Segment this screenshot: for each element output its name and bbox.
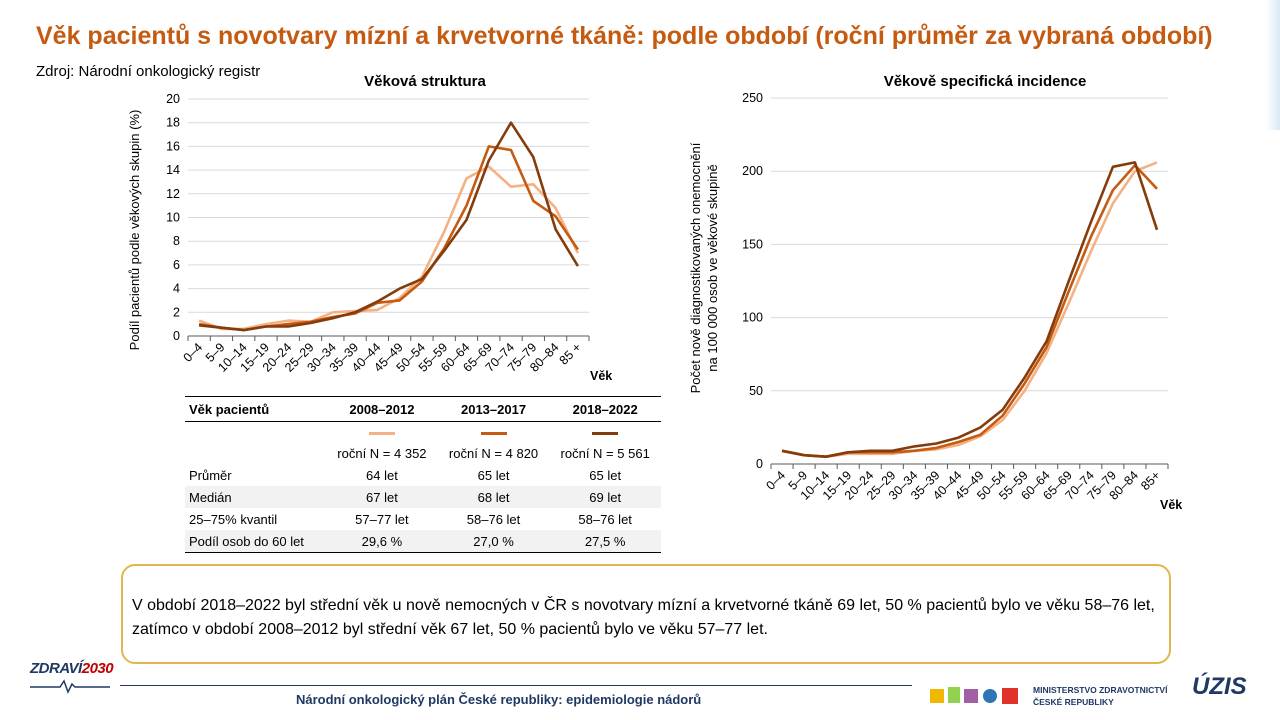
table-row: Medián 67 let 68 let 69 let — [185, 486, 661, 508]
table-n-cell: roční N = 4 820 — [448, 445, 539, 461]
y-tick-label: 16 — [166, 139, 180, 153]
pulse-line-icon — [30, 679, 110, 694]
y-tick-label: 100 — [742, 311, 763, 325]
footer-divider — [120, 685, 912, 686]
table-cell: 58–76 let — [578, 511, 632, 527]
table-legend-row — [185, 422, 661, 443]
table-cell: 27,5 % — [549, 530, 661, 553]
table-row: Průměr 64 let 65 let 65 let — [185, 464, 661, 486]
footer-text: Národní onkologický plán České republiky… — [296, 692, 702, 707]
ministry-logo-text: MINISTERSTVO ZDRAVOTNICTVÍ ČESKÉ REPUBLI… — [1033, 685, 1168, 707]
table-cell: 69 let — [549, 486, 661, 508]
y-tick-label: 4 — [173, 282, 180, 296]
y-axis-label: Počet nově diagnostikovaných onemocnění — [688, 142, 703, 393]
legend-swatch-2008-2012 — [368, 431, 395, 435]
chart-right-title: Věkově specifická incidence — [883, 73, 1087, 90]
x-tick-label: 85+ — [1138, 468, 1163, 493]
y-tick-label: 2 — [173, 305, 180, 319]
y-tick-label: 200 — [742, 164, 763, 178]
uzis-logo: ÚZIS — [1192, 673, 1247, 700]
x-axis-label: Věk — [1160, 498, 1182, 512]
table-header-row: Věk pacientů 2008–2012 2013–2017 2018–20… — [185, 396, 661, 422]
table-cell: 67 let — [326, 486, 438, 508]
legend-swatch-2013-2017 — [480, 431, 507, 435]
y-tick-label: 6 — [173, 258, 180, 272]
ministry-logo-icon — [930, 687, 1018, 704]
legend-swatch-2018-2022 — [592, 431, 619, 435]
y-tick-label: 10 — [166, 211, 180, 225]
table-row: 25–75% kvantil 57–77 let 58–76 let 58–76… — [185, 508, 661, 530]
y-tick-label: 20 — [166, 92, 180, 106]
y-axis-label: na 100 000 osob ve věkové skupině — [705, 164, 720, 371]
series-line-2008-2012 — [781, 161, 1158, 459]
table-cell: 57–77 let — [355, 511, 409, 527]
series-line-2013-2017 — [781, 164, 1158, 459]
table-header-cell: 2018–2022 — [549, 396, 661, 422]
y-tick-label: 150 — [742, 237, 763, 251]
source-label: Zdroj: Národní onkologický registr — [36, 63, 261, 80]
table-cell: Podíl osob do 60 let — [185, 530, 327, 553]
zdravi-2030-logo: ZDRAVÍ2030 — [30, 660, 114, 677]
table-cell: 65 let — [589, 467, 622, 483]
table-cell: 68 let — [437, 486, 550, 508]
x-axis-label: Věk — [590, 369, 612, 383]
table-cell: 65 let — [477, 467, 510, 483]
series-line-2018-2022 — [198, 121, 580, 332]
chart-left-title: Věková struktura — [364, 73, 486, 90]
table-cell: 29,6 % — [326, 530, 438, 553]
y-tick-label: 14 — [166, 163, 180, 177]
y-tick-label: 250 — [742, 91, 763, 105]
table-header-cell: 2008–2012 — [326, 396, 438, 422]
table-row: Podíl osob do 60 let 29,6 % 27,0 % 27,5 … — [185, 530, 661, 553]
table-n-row: roční N = 4 352 roční N = 4 820 roční N … — [185, 442, 661, 464]
y-tick-label: 12 — [166, 187, 180, 201]
table-cell: 58–76 let — [466, 511, 521, 527]
summary-table: Věk pacientů 2008–2012 2013–2017 2018–20… — [185, 396, 661, 553]
table-cell: Medián — [185, 486, 327, 508]
page-title: Věk pacientů s novotvary mízní a krvetvo… — [36, 22, 1213, 50]
series-line-2008-2012 — [198, 165, 580, 331]
table-header-cell: Věk pacientů — [185, 396, 327, 422]
table-n-cell: roční N = 5 561 — [560, 445, 650, 461]
table-header-cell: 2013–2017 — [437, 396, 550, 422]
y-tick-label: 0 — [756, 457, 763, 471]
table-cell: 27,0 % — [437, 530, 550, 553]
y-tick-label: 0 — [173, 329, 180, 343]
y-tick-label: 8 — [173, 234, 180, 248]
summary-note: V období 2018–2022 byl střední věk u nov… — [121, 564, 1171, 664]
table-cell: Průměr — [189, 467, 232, 483]
table-cell: 64 let — [366, 467, 398, 483]
table-cell: 25–75% kvantil — [189, 511, 278, 527]
y-tick-label: 50 — [749, 384, 763, 398]
table-n-cell: roční N = 4 352 — [337, 445, 427, 461]
y-axis-label: Podíl pacientů podle věkových skupin (%) — [127, 110, 142, 351]
series-line-2018-2022 — [781, 161, 1159, 459]
x-tick-label: 0–4 — [763, 468, 788, 493]
y-tick-label: 18 — [166, 116, 180, 130]
corner-decoration — [1266, 0, 1280, 130]
